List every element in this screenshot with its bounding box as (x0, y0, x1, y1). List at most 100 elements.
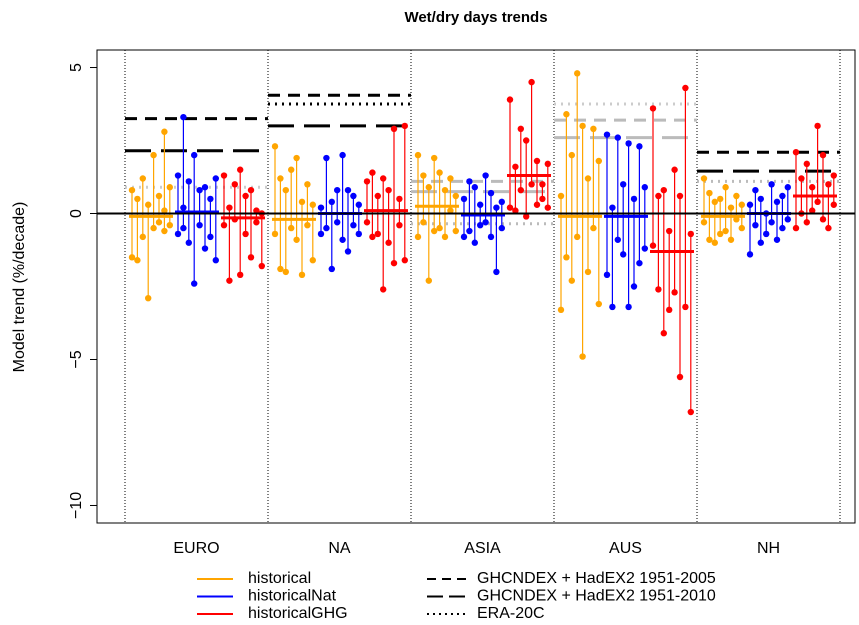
member-point (682, 84, 689, 92)
member-point (676, 373, 684, 381)
member-point (574, 233, 581, 241)
member-point (498, 224, 505, 232)
member-point (539, 181, 546, 188)
member-point (666, 306, 673, 314)
member-point (722, 184, 729, 191)
legend-label: GHCNDEX + HadEX2 1951-2010 (477, 588, 716, 605)
member-point (825, 224, 832, 232)
member-point (482, 219, 489, 226)
member-point (700, 219, 708, 226)
member-point (792, 224, 800, 232)
member-point (595, 300, 602, 308)
member-point (568, 277, 575, 284)
member-point (557, 306, 565, 314)
member-point (687, 408, 694, 416)
member-point (603, 271, 611, 279)
member-point (355, 230, 362, 238)
member-point (666, 227, 673, 235)
member-point (471, 239, 478, 246)
member-point (523, 213, 530, 220)
member-point (180, 204, 187, 211)
member-point (363, 178, 371, 185)
member-point (452, 192, 459, 200)
member-point (431, 154, 438, 162)
member-point (185, 239, 192, 246)
member-point (150, 224, 157, 232)
member-point (334, 186, 341, 194)
member-point (711, 198, 718, 206)
member-point (784, 216, 791, 223)
member-point (825, 181, 832, 188)
member-point (738, 201, 745, 208)
member-point (584, 268, 592, 276)
member-point (682, 303, 689, 311)
member-point (579, 122, 586, 130)
member-point (830, 172, 837, 179)
plot-frame (96, 49, 856, 524)
member-point (380, 175, 387, 182)
member-point (517, 125, 524, 133)
member-point (258, 262, 265, 270)
member-point (687, 230, 694, 238)
member-point (660, 186, 667, 194)
member-point (166, 184, 173, 191)
member-point (323, 224, 330, 232)
member-point (711, 239, 718, 246)
member-point (493, 204, 500, 211)
member-point (436, 169, 443, 176)
member-point (431, 227, 438, 235)
member-point (757, 195, 764, 203)
member-point (727, 204, 735, 211)
member-point (293, 236, 300, 243)
y-tick-label: 0 (68, 209, 85, 218)
member-point (636, 259, 643, 267)
member-point (166, 221, 173, 229)
member-point (814, 122, 821, 130)
member-point (590, 224, 597, 232)
member-point (298, 198, 306, 206)
member-point (134, 257, 141, 264)
member-point (128, 254, 136, 261)
member-point (498, 198, 505, 206)
member-point (590, 125, 597, 133)
member-point (768, 181, 775, 188)
member-point (139, 175, 146, 182)
member-point (655, 192, 662, 200)
member-point (539, 195, 546, 203)
legend-label: historicalNat (248, 588, 337, 605)
member-point (145, 294, 152, 302)
x-tick-label: NA (328, 540, 351, 557)
member-point (161, 207, 168, 214)
member-point (655, 286, 662, 293)
member-point (676, 192, 684, 200)
y-tick-label: −10 (68, 492, 85, 519)
member-point (460, 233, 468, 241)
member-point (385, 186, 392, 194)
member-point (773, 236, 781, 243)
member-point (191, 280, 198, 287)
member-point (477, 221, 484, 229)
member-point (466, 227, 473, 235)
member-point (328, 265, 335, 273)
member-point (344, 186, 352, 194)
member-point (191, 151, 198, 159)
member-point (420, 219, 427, 226)
member-point (609, 204, 616, 211)
member-point (625, 140, 632, 147)
member-point (533, 157, 541, 165)
member-point (779, 192, 786, 200)
member-point (401, 122, 408, 130)
member-point (625, 303, 632, 311)
member-point (420, 172, 427, 179)
member-point (809, 184, 816, 191)
member-point (533, 201, 541, 208)
member-point (784, 184, 791, 191)
member-point (487, 233, 495, 241)
x-tick-label: AUS (609, 540, 642, 557)
member-point (220, 221, 228, 229)
member-point (544, 160, 551, 168)
member-point (145, 201, 152, 208)
member-point (380, 286, 387, 293)
member-point (134, 195, 141, 203)
member-point (247, 186, 255, 194)
